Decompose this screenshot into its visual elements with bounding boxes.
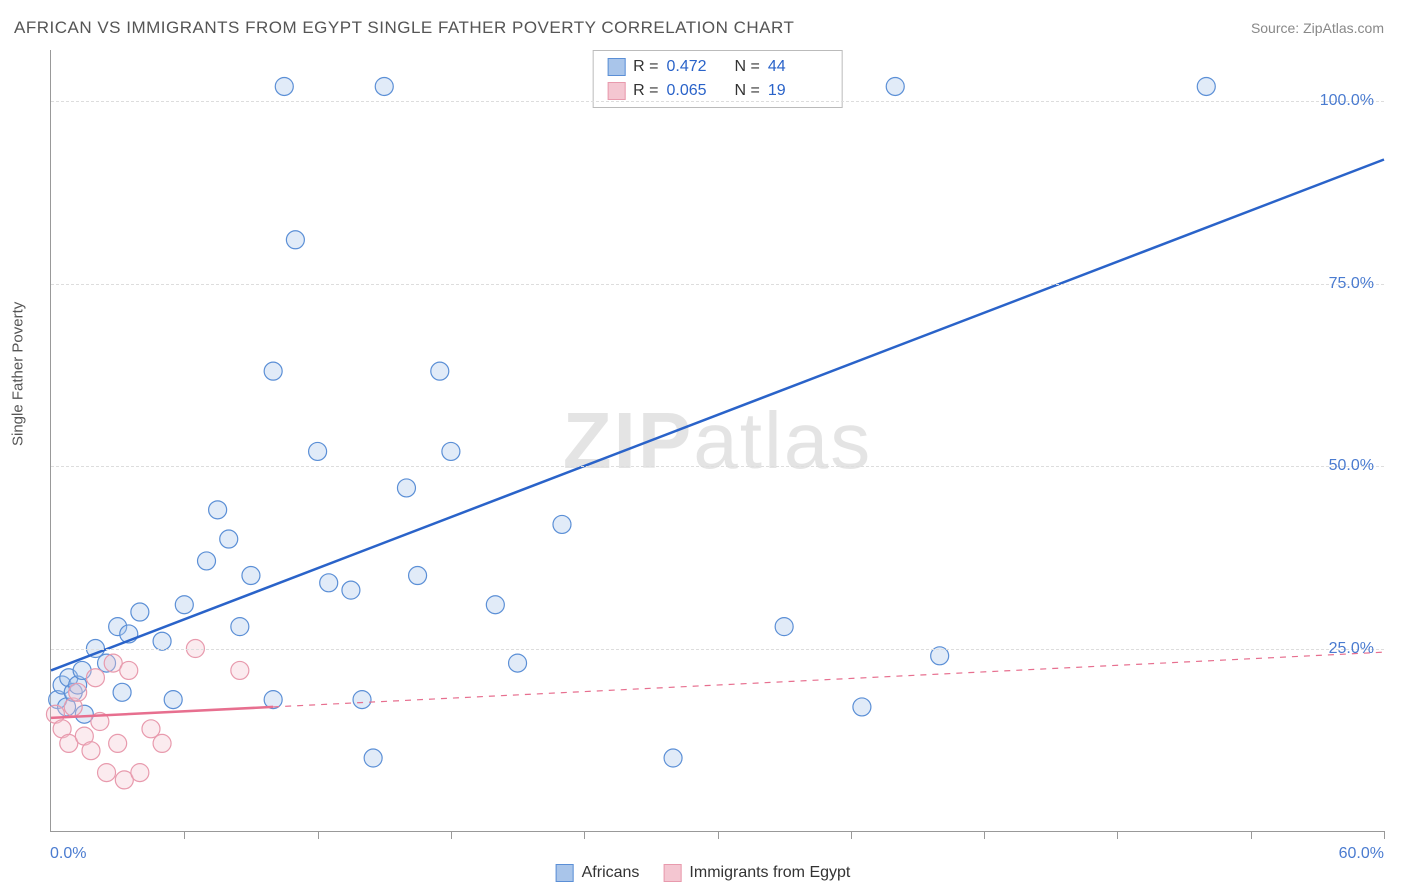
data-point: [397, 479, 415, 497]
n-label: N =: [735, 79, 760, 103]
swatch-africans: [607, 58, 625, 76]
stats-row-egypt: R = 0.065 N = 19: [607, 79, 828, 103]
y-tick-label: 100.0%: [1320, 92, 1374, 110]
data-point: [275, 77, 293, 95]
data-point: [431, 362, 449, 380]
legend-item-africans: Africans: [556, 864, 640, 882]
legend-swatch-africans: [556, 864, 574, 882]
trend-line: [51, 159, 1384, 670]
data-point: [286, 231, 304, 249]
data-point: [309, 442, 327, 460]
series-legend: Africans Immigrants from Egypt: [556, 864, 851, 882]
x-axis-origin-label: 0.0%: [50, 845, 86, 863]
gridline: [51, 466, 1384, 467]
data-point: [82, 742, 100, 760]
x-tick: [718, 831, 719, 839]
correlation-stats-box: R = 0.472 N = 44 R = 0.065 N = 19: [592, 50, 843, 108]
legend-label-africans: Africans: [582, 864, 640, 882]
n-value-africans: 44: [768, 55, 828, 79]
r-label: R =: [633, 79, 658, 103]
data-point: [509, 654, 527, 672]
data-point: [209, 501, 227, 519]
data-point: [109, 734, 127, 752]
legend-label-egypt: Immigrants from Egypt: [689, 864, 850, 882]
x-tick: [451, 831, 452, 839]
x-tick: [1251, 831, 1252, 839]
gridline: [51, 101, 1384, 102]
x-tick: [318, 831, 319, 839]
data-point: [486, 596, 504, 614]
plot-area: ZIPatlas R = 0.472 N = 44 R = 0.065 N = …: [50, 50, 1384, 832]
y-tick-label: 75.0%: [1329, 275, 1374, 293]
data-point: [153, 632, 171, 650]
data-point: [409, 567, 427, 585]
data-point: [198, 552, 216, 570]
chart-container: AFRICAN VS IMMIGRANTS FROM EGYPT SINGLE …: [0, 0, 1406, 892]
x-tick: [584, 831, 585, 839]
data-point: [69, 683, 87, 701]
data-point: [775, 618, 793, 636]
x-tick: [1117, 831, 1118, 839]
data-point: [853, 698, 871, 716]
x-tick: [851, 831, 852, 839]
data-point: [1197, 77, 1215, 95]
data-point: [886, 77, 904, 95]
data-point: [364, 749, 382, 767]
scatter-plot-svg: [51, 50, 1384, 831]
data-point: [264, 691, 282, 709]
source-attribution: Source: ZipAtlas.com: [1251, 20, 1384, 36]
data-point: [98, 764, 116, 782]
legend-swatch-egypt: [663, 864, 681, 882]
swatch-egypt: [607, 82, 625, 100]
chart-title: AFRICAN VS IMMIGRANTS FROM EGYPT SINGLE …: [14, 18, 794, 38]
data-point: [231, 618, 249, 636]
legend-item-egypt: Immigrants from Egypt: [663, 864, 850, 882]
y-tick-label: 25.0%: [1329, 640, 1374, 658]
n-value-egypt: 19: [768, 79, 828, 103]
data-point: [664, 749, 682, 767]
data-point: [553, 515, 571, 533]
r-value-africans: 0.472: [667, 55, 727, 79]
data-point: [264, 362, 282, 380]
data-point: [120, 661, 138, 679]
stats-row-africans: R = 0.472 N = 44: [607, 55, 828, 79]
data-point: [320, 574, 338, 592]
data-point: [113, 683, 131, 701]
x-tick: [984, 831, 985, 839]
data-point: [353, 691, 371, 709]
data-point: [164, 691, 182, 709]
data-point: [175, 596, 193, 614]
x-tick: [1384, 831, 1385, 839]
data-point: [131, 603, 149, 621]
r-label: R =: [633, 55, 658, 79]
gridline: [51, 649, 1384, 650]
y-tick-label: 50.0%: [1329, 457, 1374, 475]
data-point: [242, 567, 260, 585]
gridline: [51, 284, 1384, 285]
data-point: [86, 669, 104, 687]
n-label: N =: [735, 55, 760, 79]
data-point: [342, 581, 360, 599]
r-value-egypt: 0.065: [667, 79, 727, 103]
x-tick: [184, 831, 185, 839]
data-point: [931, 647, 949, 665]
data-point: [375, 77, 393, 95]
data-point: [442, 442, 460, 460]
data-point: [220, 530, 238, 548]
trend-line-dashed: [273, 652, 1384, 707]
data-point: [231, 661, 249, 679]
data-point: [153, 734, 171, 752]
data-point: [131, 764, 149, 782]
y-axis-label: Single Father Poverty: [10, 302, 27, 446]
x-axis-max-label: 60.0%: [1339, 845, 1384, 863]
